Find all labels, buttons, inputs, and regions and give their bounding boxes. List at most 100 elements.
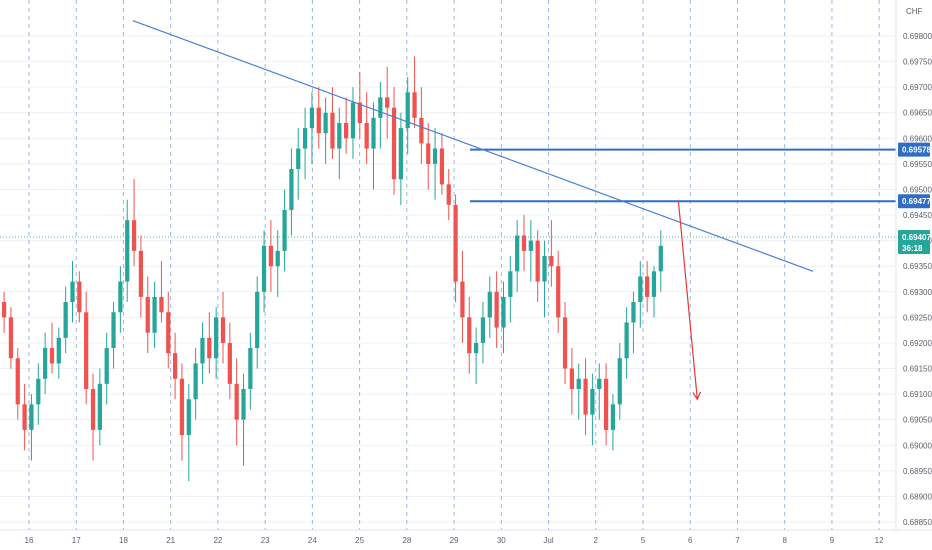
candle[interactable] — [378, 82, 383, 149]
candle[interactable] — [337, 107, 342, 180]
candle[interactable] — [77, 271, 82, 323]
candle[interactable] — [36, 363, 41, 425]
candle[interactable] — [569, 348, 575, 415]
horizontal-levels[interactable] — [470, 148, 896, 203]
candle[interactable] — [617, 342, 622, 420]
candle[interactable] — [302, 107, 308, 180]
candle[interactable] — [576, 363, 581, 420]
candle[interactable] — [268, 220, 274, 292]
candle[interactable] — [426, 122, 431, 190]
candle[interactable] — [145, 276, 150, 354]
candle[interactable] — [296, 128, 301, 200]
candle[interactable] — [549, 220, 554, 287]
candle[interactable] — [125, 199, 130, 303]
candle[interactable] — [583, 358, 588, 436]
candle[interactable] — [220, 291, 226, 364]
candle[interactable] — [487, 276, 492, 338]
trendline[interactable] — [132, 20, 814, 272]
candle[interactable] — [610, 394, 616, 451]
candle[interactable] — [241, 373, 246, 466]
candle[interactable] — [200, 322, 205, 384]
candle[interactable] — [214, 307, 219, 379]
candle[interactable] — [645, 261, 650, 313]
candle[interactable] — [371, 102, 376, 190]
candle[interactable] — [84, 291, 89, 405]
candle[interactable] — [227, 322, 232, 400]
candle[interactable] — [357, 71, 362, 139]
candle[interactable] — [104, 332, 109, 405]
candle[interactable] — [56, 327, 61, 379]
candle[interactable] — [432, 128, 438, 200]
candle[interactable] — [460, 250, 465, 343]
candle[interactable] — [480, 302, 486, 364]
candle[interactable] — [542, 240, 547, 318]
candle[interactable] — [467, 296, 472, 374]
candle[interactable] — [111, 302, 116, 369]
candle[interactable] — [556, 250, 561, 333]
candle[interactable] — [419, 87, 424, 164]
candle[interactable] — [166, 291, 171, 369]
candle[interactable] — [391, 87, 397, 195]
candlestick-series[interactable] — [1, 56, 663, 482]
candle[interactable] — [309, 92, 315, 164]
candle[interactable] — [590, 373, 595, 446]
candle[interactable] — [172, 332, 178, 400]
candle[interactable] — [398, 112, 403, 205]
candle[interactable] — [350, 87, 356, 159]
candle[interactable] — [597, 363, 602, 420]
candle[interactable] — [8, 307, 14, 369]
candle[interactable] — [651, 266, 657, 318]
candle[interactable] — [405, 76, 410, 154]
candle[interactable] — [473, 327, 479, 384]
projection-arrow-shaft[interactable] — [677, 201, 698, 400]
candle[interactable] — [528, 220, 533, 282]
candle[interactable] — [15, 348, 20, 420]
candle[interactable] — [49, 322, 55, 374]
candle[interactable] — [638, 261, 643, 328]
candle[interactable] — [344, 97, 349, 154]
candle[interactable] — [603, 363, 609, 446]
candle[interactable] — [439, 133, 445, 195]
candle[interactable] — [248, 332, 253, 410]
candle[interactable] — [193, 348, 198, 420]
price-axis[interactable]: 0.69800 0.69750 0.69700 0.69650 0.69600 0.695… — [903, 32, 932, 527]
projection-arrow-group[interactable] — [677, 201, 702, 401]
candle[interactable] — [412, 56, 417, 129]
candle[interactable] — [159, 261, 164, 323]
candle[interactable] — [152, 281, 157, 349]
candle[interactable] — [364, 92, 369, 164]
candle[interactable] — [501, 281, 506, 354]
candle[interactable] — [261, 230, 267, 313]
candle[interactable] — [521, 215, 527, 272]
candle[interactable] — [131, 179, 137, 267]
candle[interactable] — [90, 373, 96, 461]
candle[interactable] — [186, 383, 191, 482]
candle[interactable] — [658, 230, 663, 292]
candle[interactable] — [453, 194, 458, 303]
candle[interactable] — [330, 87, 335, 159]
candle[interactable] — [385, 66, 390, 139]
candle[interactable] — [234, 358, 239, 446]
candle[interactable] — [562, 302, 568, 384]
candle[interactable] — [207, 312, 212, 374]
candle[interactable] — [255, 276, 260, 369]
candle[interactable] — [1, 291, 7, 333]
candle[interactable] — [138, 235, 144, 318]
candle[interactable] — [508, 255, 513, 323]
candle[interactable] — [70, 261, 75, 323]
candle[interactable] — [535, 230, 540, 303]
trendline-group[interactable] — [0, 20, 896, 272]
candle[interactable] — [275, 230, 280, 297]
candle[interactable] — [282, 189, 287, 272]
candle[interactable] — [29, 394, 34, 461]
candle[interactable] — [624, 307, 629, 379]
candle[interactable] — [118, 266, 123, 333]
candle[interactable] — [43, 332, 48, 395]
time-axis[interactable]: 16 17 18 21 22 23 24 25 28 29 30 Jul 2 5 6 7 8 9 12 — [25, 536, 885, 545]
candle[interactable] — [289, 148, 294, 236]
candle[interactable] — [446, 169, 451, 221]
candle[interactable] — [631, 291, 636, 354]
candle[interactable] — [22, 383, 27, 451]
candle[interactable] — [97, 368, 102, 446]
